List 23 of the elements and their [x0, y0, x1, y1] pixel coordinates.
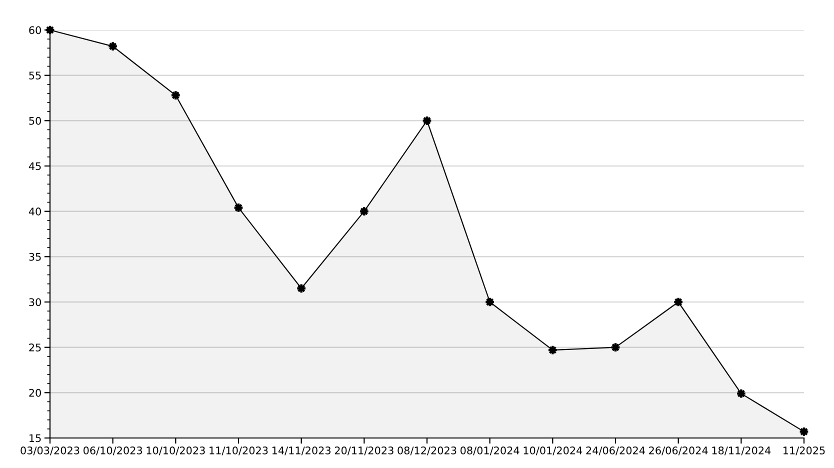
x-tick-label: 11/10/2023 — [210, 446, 268, 456]
x-tick-label: 03/03/2023 — [20, 446, 80, 456]
x-tick-label: 08/12/2023 — [398, 446, 456, 456]
x-tick-label: 14/11/2023 — [272, 446, 331, 456]
y-tick-label: 50 — [29, 116, 41, 125]
x-tick-label: 08/01/2024 — [460, 446, 520, 456]
y-tick-label: 15 — [30, 434, 41, 442]
y-tick-label: 60 — [29, 26, 41, 34]
y-tick-label: 20 — [29, 388, 41, 397]
x-tick-label: 10/01/2024 — [524, 446, 582, 456]
x-tick-label: 11/2025 — [784, 446, 825, 456]
x-tick-label: 20/11/2023 — [334, 446, 394, 456]
x-tick-label: 10/10/2023 — [146, 446, 205, 456]
y-tick-label: 40 — [28, 208, 41, 216]
y-tick-label: 45 — [28, 162, 41, 170]
x-tick-label: 24/06/2024 — [586, 446, 645, 456]
x-tick-label: 18/11/2024 — [712, 446, 771, 456]
y-tick-label: 35 — [29, 252, 41, 261]
y-tick-label: 30 — [29, 298, 41, 306]
x-tick-label: 26/06/2024 — [649, 446, 708, 456]
x-tick-label: 06/10/2023 — [84, 446, 142, 456]
y-tick-label: 25 — [29, 344, 41, 352]
y-tick-label: 55 — [29, 72, 41, 80]
